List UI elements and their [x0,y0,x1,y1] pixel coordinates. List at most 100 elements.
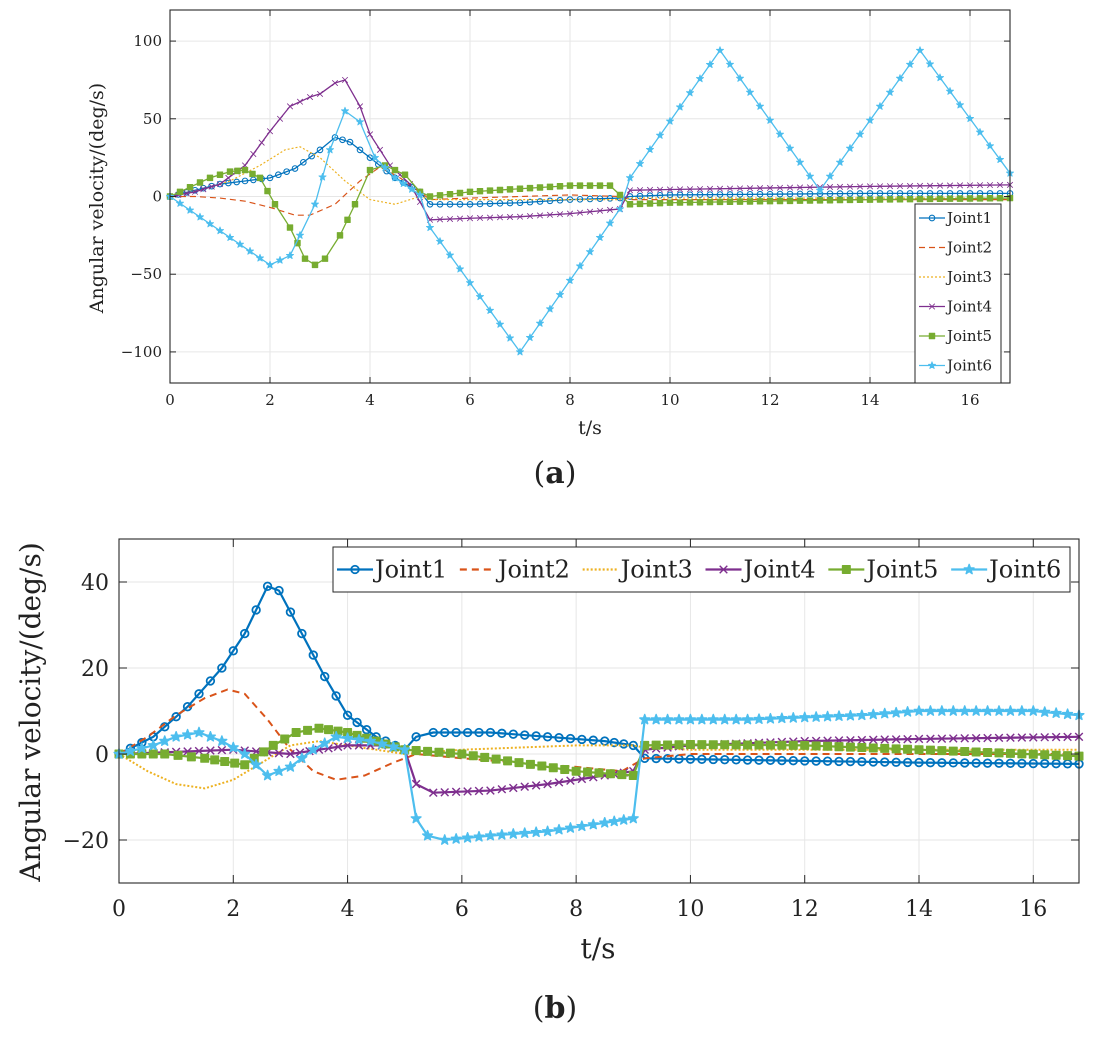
panel-a-joint4-point [266,128,274,135]
panel-a-joint5-point [806,197,814,204]
panel-a-joint4-point [356,103,364,110]
panel-a-joint6-point [935,73,945,82]
panel-b-legend-label-joint4: Joint4 [741,556,816,584]
panel-b-joint1-point [788,756,798,766]
panel-b-joint5-point [823,741,833,751]
panel-a-joint4-point [906,182,914,190]
panel-b-joint5-point [280,734,290,744]
panel-a-joint6-point [275,256,285,264]
panel-a-joint6-point [625,173,635,182]
panel-a-joint4-point [576,209,584,216]
panel-a-joint1-point [646,192,654,200]
panel-b-joint6-point [421,829,434,841]
panel-b-joint4-point [440,787,450,797]
panel-a-joint1-point [746,191,754,198]
panel-b-joint4-point [274,748,284,758]
panel-a-joint5-point [916,195,924,203]
panel-b-joint4-point [554,778,564,787]
panel-a-joint6-point [225,233,235,242]
panel-b-joint6-point [576,820,588,832]
panel-a-joint6-point [205,219,215,228]
panel-a-joint4-point [536,212,544,219]
panel-a-joint1-point [506,199,514,207]
panel-a-joint5-point [966,195,974,202]
panel-b-chart: Angular velocity/(deg/s) t/s 0 2 4 6 8 10 12 14… [14,538,1085,965]
panel-b-joint6-point [787,712,799,723]
panel-b-joint4-point [428,788,438,797]
panel-a-joint1-point [856,190,864,197]
panel-b-joint1-point [1017,758,1027,769]
panel-a-joint6-point [415,190,425,199]
panel-a-joint4-point [986,181,994,189]
panel-b-joint6-point [1061,708,1074,720]
panel-b-legend-marker-joint1 [350,564,360,575]
panel-b-joint5-point [314,723,324,733]
panel-a-joint6-point [725,60,735,68]
panel-b-joint6-point [959,705,971,716]
panel-b-joint6-point [181,728,194,740]
panel-b-joint6-point [284,761,297,772]
panel-b-joint1-point [542,732,553,742]
panel-b-legend-label-joint6: Joint6 [986,556,1061,584]
panel-a-y-tick-label: 100 [133,32,162,50]
panel-a-joint6-point [655,131,665,139]
panel-b-joint1-point [217,663,227,673]
panel-a-joint1-point [836,190,844,197]
panel-b-joint1-point [994,758,1004,768]
panel-a-joint1-point [756,190,764,198]
panel-a-joint4-point [836,183,844,190]
panel-b-joint5-point [503,756,513,766]
panel-a-joint6-point [505,333,515,342]
panel-a-joint4-point [706,185,714,192]
panel-b-joint5-point [1028,749,1038,759]
panel-b-x-tick-label: 2 [226,897,240,922]
panel-b-joint5-point [971,747,981,757]
panel-b-joint6-point [799,711,811,723]
panel-b-joint5-point [480,752,490,762]
panel-b-joint5-point [240,760,250,770]
panel-b-joint6-point [856,709,868,721]
panel-a-x-tick-label: 10 [660,391,679,409]
panel-a-joint4-point [776,184,784,191]
panel-a-joint5-point [486,187,494,194]
panel-b-joint6-point [564,822,577,833]
panel-b-legend-marker-joint6 [963,563,975,575]
panel-b-joint1-point [811,756,821,766]
panel-a-ylabel: Angular velocity/(deg/s) [86,83,108,314]
panel-a-joint5-point [466,188,474,196]
panel-a-joint6-point [318,172,327,181]
panel-b-joint6-point [981,705,994,716]
panel-a-joint4-point [225,174,232,181]
panel-b-joint1-point [361,724,372,735]
panel-b-joint6-point [159,735,171,746]
panel-a-joint4-point [456,215,464,222]
panel-b-joint1-point [411,732,421,742]
panel-a-joint6-point [685,88,695,97]
panel-b-joint5-point [891,744,901,754]
panel-b-joint5-point [560,764,570,774]
panel-a-joint5-point [616,191,624,199]
panel-b-joint6-point [553,823,565,835]
panel-a-joint6-point [765,116,775,124]
panel-b-joint6-point [364,735,377,746]
panel-a-joint5-point [241,166,249,174]
panel-b-joint1-point [262,581,273,591]
panel-a-x-tick-label: 16 [960,391,979,409]
panel-b-joint6-point [764,712,777,724]
panel-a-joint6-point [380,163,390,172]
panel-a-joint4-point [376,146,384,153]
panel-a-joint6-point [425,223,435,232]
panel-b-joint1-point [619,739,629,749]
panel-b-joint1-point [308,650,318,660]
panel-b-joint6-point [341,732,354,744]
panel-b-joint6-point [496,829,508,840]
panel-a-joint6-point [775,130,785,138]
panel-b-joint1-point [742,755,753,765]
panel-b-joint5-point [148,749,158,759]
panel-a-joint5-point [656,199,664,207]
panel-a-joint6-point [555,290,565,299]
panel-a-joint5-point [906,195,914,203]
panel-b-joint6-point [473,830,485,842]
panel-b-joint1-point [462,727,473,738]
panel-b-joint1-point [914,757,924,768]
